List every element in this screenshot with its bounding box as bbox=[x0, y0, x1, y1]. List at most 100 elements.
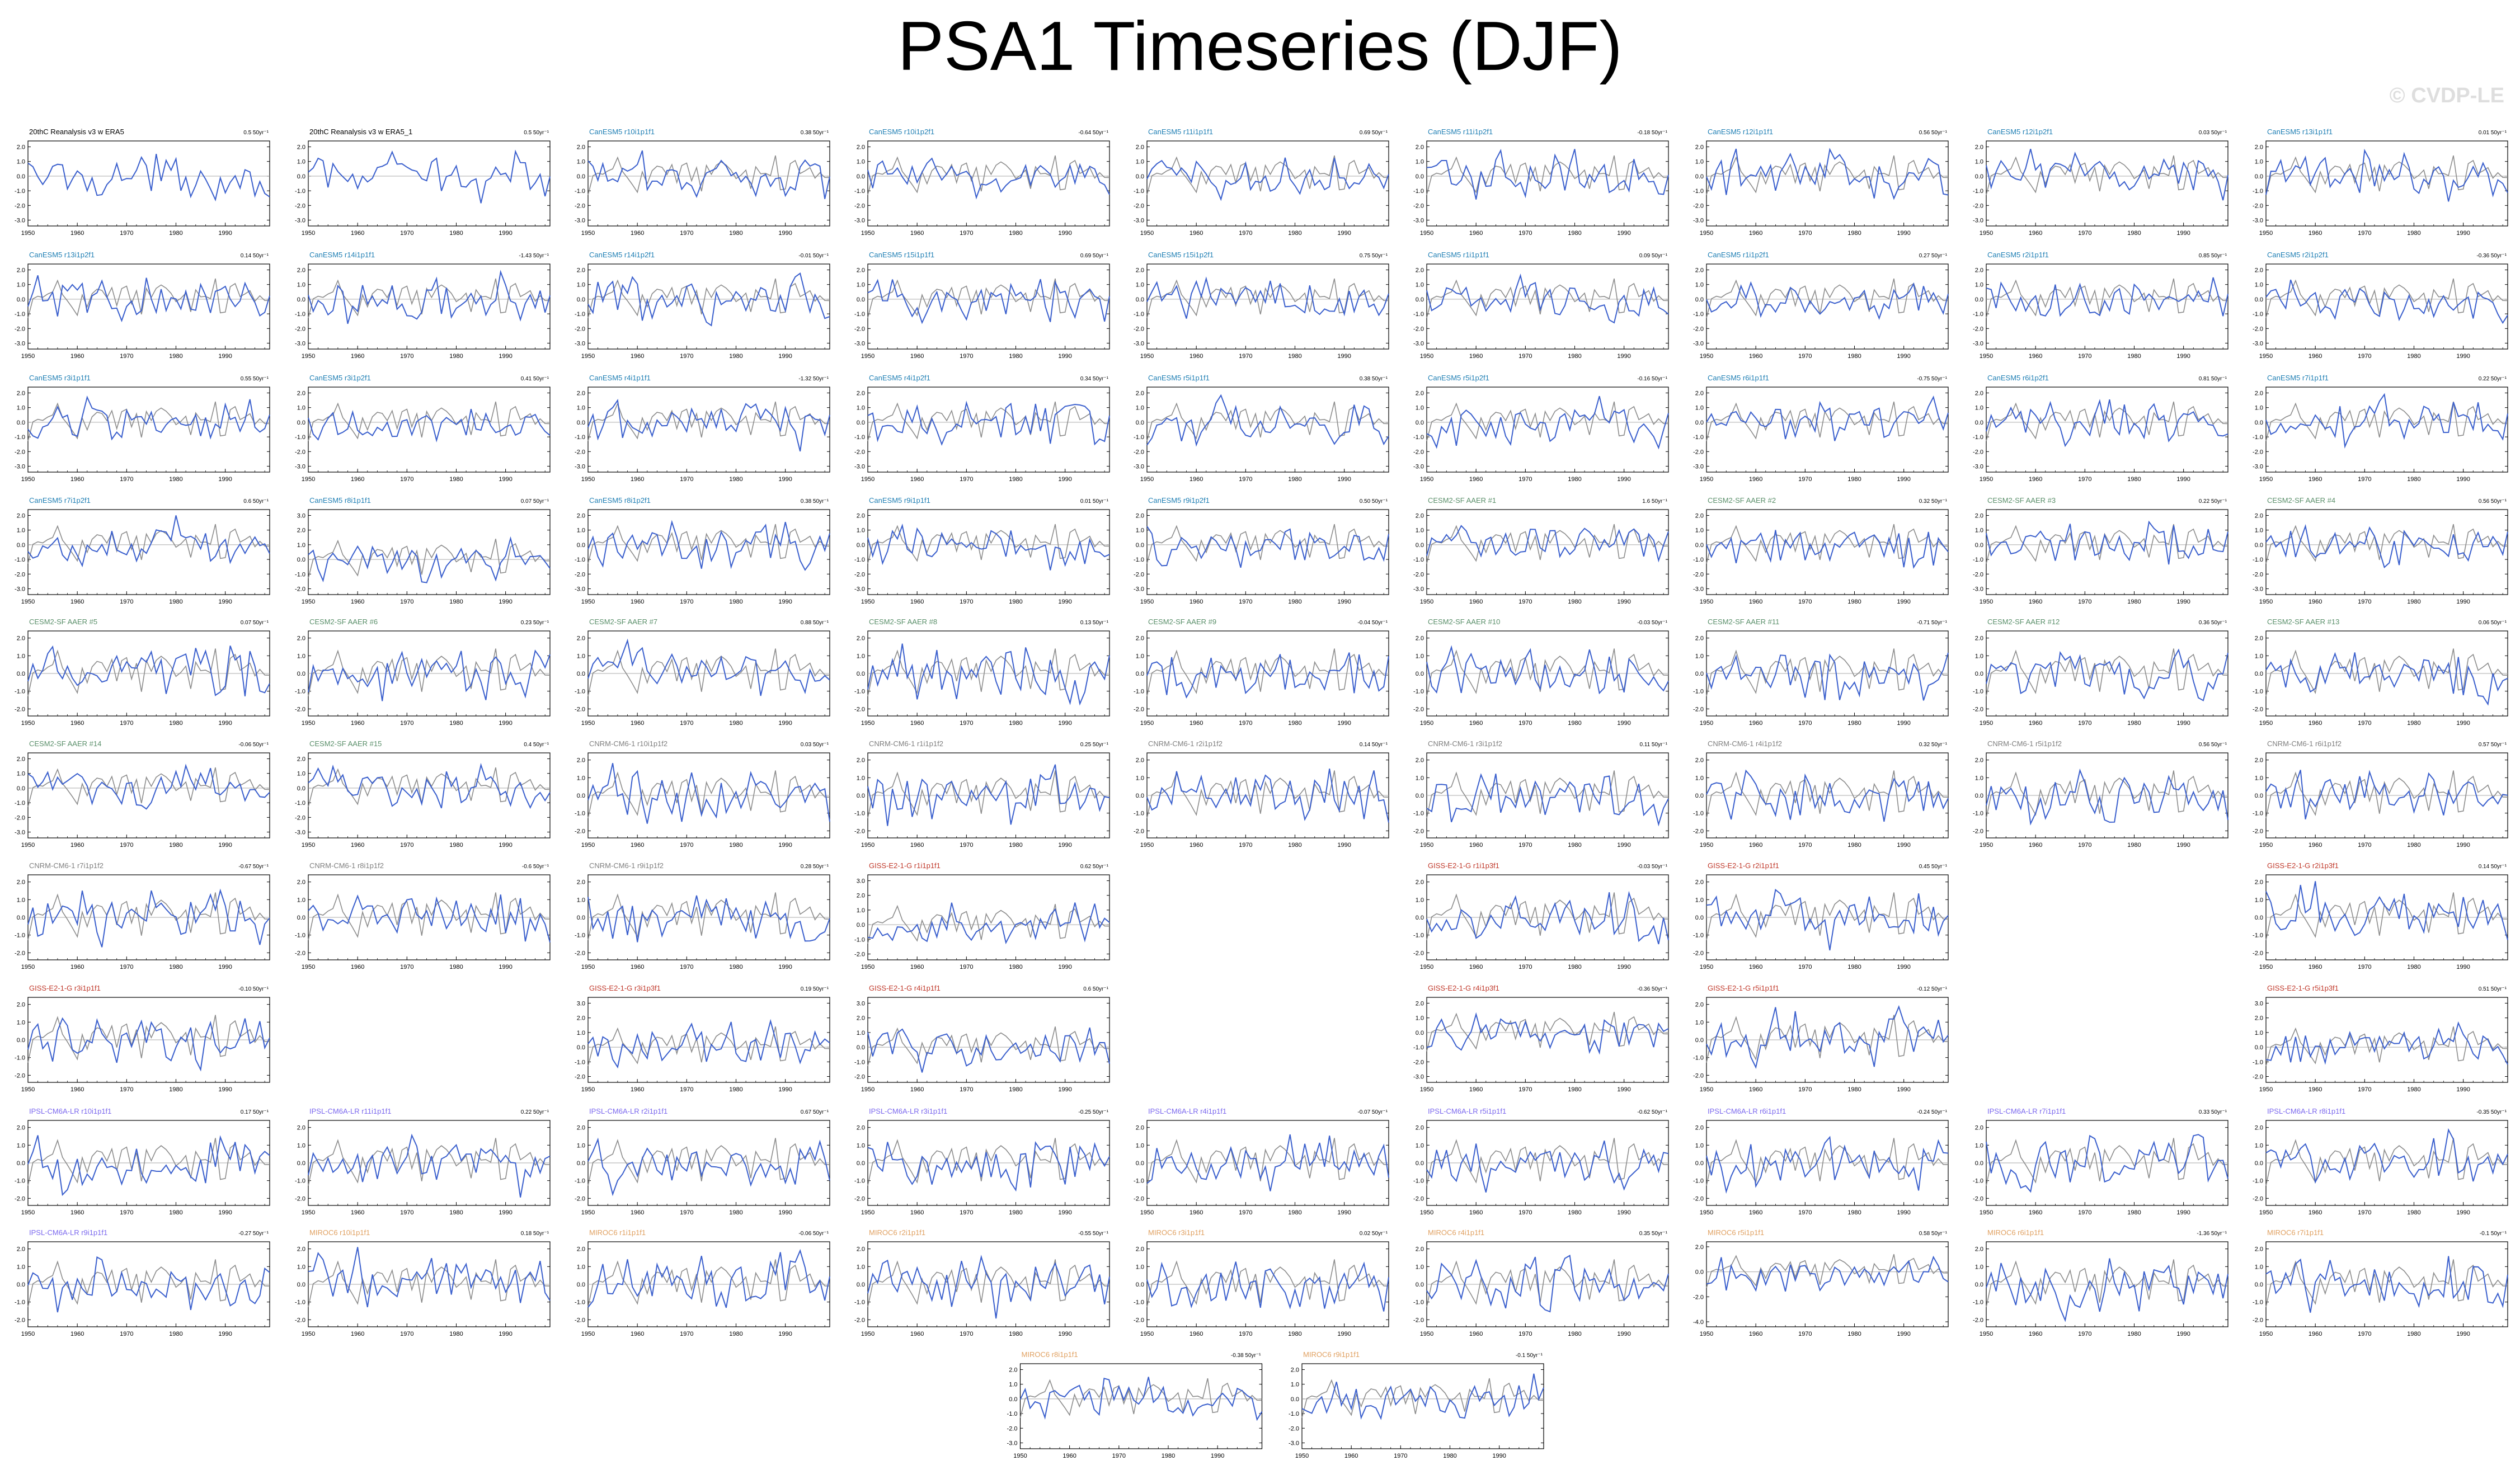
obs-series-line bbox=[1146, 278, 1389, 318]
x-tick-label: 1990 bbox=[778, 599, 792, 605]
panel: CanESM5 r15i1p2f1 0.75 50yr⁻¹ 2.0 1.0 0.0 -1.… bbox=[1134, 251, 1389, 360]
model-series-line bbox=[1146, 394, 1389, 447]
x-tick-label: 1960 bbox=[1749, 964, 1762, 970]
model-series-line bbox=[308, 762, 551, 809]
panel: CESM2-SF AAER #15 0.4 50yr⁻¹ 2.0 1.0 0.0 -1.0… bbox=[295, 739, 551, 849]
y-tick-label: -1.0 bbox=[1693, 557, 1704, 563]
x-tick-label: 1950 bbox=[302, 476, 315, 483]
x-tick-label: 1980 bbox=[1009, 1086, 1022, 1093]
x-tick-label: 1950 bbox=[861, 353, 875, 360]
x-tick-label: 1950 bbox=[2259, 1209, 2273, 1216]
x-tick-label: 1990 bbox=[499, 842, 512, 849]
y-tick-label: 0.0 bbox=[297, 671, 305, 677]
y-tick-label: -1.0 bbox=[1693, 1178, 1704, 1185]
y-tick-label: -3.0 bbox=[1413, 218, 1424, 224]
obs-series-line bbox=[27, 767, 270, 807]
panel-label: CanESM5 r13i1p1f1 bbox=[2267, 128, 2333, 136]
y-tick-label: -1.0 bbox=[1973, 1299, 1983, 1306]
obs-series-line bbox=[1146, 155, 1389, 195]
y-tick-label: 2.0 bbox=[17, 144, 25, 150]
y-tick-label: -1.0 bbox=[15, 434, 25, 441]
x-tick-label: 1960 bbox=[1190, 1331, 1203, 1337]
y-tick-label: 1.0 bbox=[1975, 159, 1983, 166]
panel: CESM2-SF AAER #12 0.36 50yr⁻¹ 2.0 1.0 0.0 -1.… bbox=[1973, 618, 2228, 727]
model-series-line bbox=[1986, 520, 2228, 565]
model-series-line bbox=[587, 895, 830, 943]
x-tick-label: 1990 bbox=[218, 1086, 232, 1093]
y-tick-label: -3.0 bbox=[854, 586, 865, 593]
y-tick-label: 0.0 bbox=[1416, 173, 1424, 180]
y-tick-label: -2.0 bbox=[2253, 1074, 2263, 1081]
y-tick-label: 2.0 bbox=[2255, 635, 2263, 642]
x-tick-label: 1990 bbox=[218, 1209, 232, 1216]
x-tick-label: 1960 bbox=[70, 1086, 84, 1093]
y-tick-label: 0.0 bbox=[1975, 1281, 1983, 1288]
x-tick-label: 1980 bbox=[2407, 720, 2420, 727]
plot-frame bbox=[587, 509, 830, 595]
x-tick-label: 1970 bbox=[680, 476, 693, 483]
y-tick-label: -3.0 bbox=[295, 830, 305, 836]
model-series-line bbox=[1986, 277, 2228, 317]
y-tick-label: 1.0 bbox=[1975, 775, 1983, 781]
panel: MIROC6 r7i1p1f1 -0.1 50yr⁻¹ 2.0 1.0 0.0 -1.0 -… bbox=[2253, 1228, 2508, 1337]
x-tick-label: 1970 bbox=[1798, 1086, 1812, 1093]
plot-frame bbox=[1426, 263, 1669, 350]
x-tick-label: 1980 bbox=[1288, 353, 1301, 360]
x-tick-label: 1970 bbox=[960, 964, 973, 970]
y-tick-label: -2.0 bbox=[2253, 828, 2263, 835]
x-tick-label: 1960 bbox=[1469, 1209, 1483, 1216]
y-tick-label: 2.0 bbox=[577, 1125, 585, 1132]
x-tick-label: 1990 bbox=[2456, 1331, 2470, 1337]
y-tick-label: -1.0 bbox=[1134, 1178, 1144, 1185]
y-tick-label: 1.0 bbox=[577, 159, 585, 166]
x-tick-label: 1990 bbox=[1058, 964, 1071, 970]
x-tick-label: 1990 bbox=[499, 720, 512, 727]
y-tick-label: -2.0 bbox=[1413, 1059, 1424, 1066]
x-tick-label: 1950 bbox=[861, 476, 875, 483]
model-series-line bbox=[27, 645, 270, 696]
panel-trend: 0.01 50yr⁻¹ bbox=[2479, 130, 2507, 136]
x-tick-label: 1950 bbox=[1420, 476, 1433, 483]
y-tick-label: 1.0 bbox=[1975, 282, 1983, 289]
x-tick-label: 1960 bbox=[1469, 964, 1483, 970]
x-tick-label: 1950 bbox=[1700, 964, 1713, 970]
y-tick-label: 1.0 bbox=[2255, 897, 2263, 903]
panel-trend: 0.62 50yr⁻¹ bbox=[1080, 864, 1109, 870]
y-tick-label: -2.0 bbox=[1693, 326, 1704, 332]
x-tick-label: 1990 bbox=[1337, 599, 1351, 605]
x-tick-label: 1960 bbox=[631, 842, 644, 849]
y-tick-label: 1.0 bbox=[2255, 1030, 2263, 1036]
panel-trend: -0.07 50yr⁻¹ bbox=[1357, 1109, 1388, 1115]
plot-frame bbox=[1426, 387, 1669, 473]
y-tick-label: 0.0 bbox=[1416, 420, 1424, 426]
y-tick-label: 1.0 bbox=[297, 653, 305, 659]
y-tick-label: 1.0 bbox=[1416, 653, 1424, 659]
x-tick-label: 1970 bbox=[2358, 599, 2371, 605]
y-tick-label: 1.0 bbox=[297, 1264, 305, 1270]
y-tick-label: 0.0 bbox=[2255, 1281, 2263, 1288]
y-tick-label: -1.0 bbox=[2253, 1059, 2263, 1066]
panel: MIROC6 r3i1p1f1 0.02 50yr⁻¹ 2.0 1.0 0.0 -1.0 -… bbox=[1134, 1228, 1389, 1337]
x-tick-label: 1990 bbox=[1897, 1209, 1910, 1216]
y-tick-label: 2.0 bbox=[1416, 144, 1424, 150]
panel-trend: 0.23 50yr⁻¹ bbox=[521, 620, 549, 626]
y-tick-label: 2.0 bbox=[577, 635, 585, 642]
x-tick-label: 1980 bbox=[1847, 964, 1861, 970]
model-series-line bbox=[1146, 1261, 1389, 1312]
y-tick-label: -2.0 bbox=[1693, 950, 1704, 957]
panel: CanESM5 r9i1p1f1 0.01 50yr⁻¹ 2.0 1.0 0.0 -1.0… bbox=[854, 496, 1110, 605]
y-tick-label: 0.0 bbox=[1695, 1037, 1704, 1044]
x-tick-label: 1990 bbox=[218, 842, 232, 849]
panel-trend: 0.34 50yr⁻¹ bbox=[1080, 376, 1109, 382]
x-tick-label: 1960 bbox=[910, 353, 924, 360]
panel: CNRM-CM6-1 r1i1p1f2 0.25 50yr⁻¹ 2.0 1.0 0.0 -… bbox=[854, 739, 1110, 849]
x-tick-label: 1980 bbox=[2407, 230, 2420, 237]
y-tick-label: -2.0 bbox=[1413, 828, 1424, 835]
panel-label: GISS-E2-1-G r5i1p1f1 bbox=[1708, 984, 1779, 992]
panel-label: IPSL-CM6A-LR r8i1p1f1 bbox=[2267, 1107, 2345, 1115]
panel: 20thC Reanalysis v3 w ERA5_1 0.5 50yr⁻¹ 2.… bbox=[295, 128, 551, 237]
x-tick-label: 1960 bbox=[1469, 720, 1483, 727]
y-tick-label: -2.0 bbox=[1973, 1195, 1983, 1202]
y-tick-label: 0.0 bbox=[577, 420, 585, 426]
plot-frame bbox=[2265, 263, 2508, 350]
